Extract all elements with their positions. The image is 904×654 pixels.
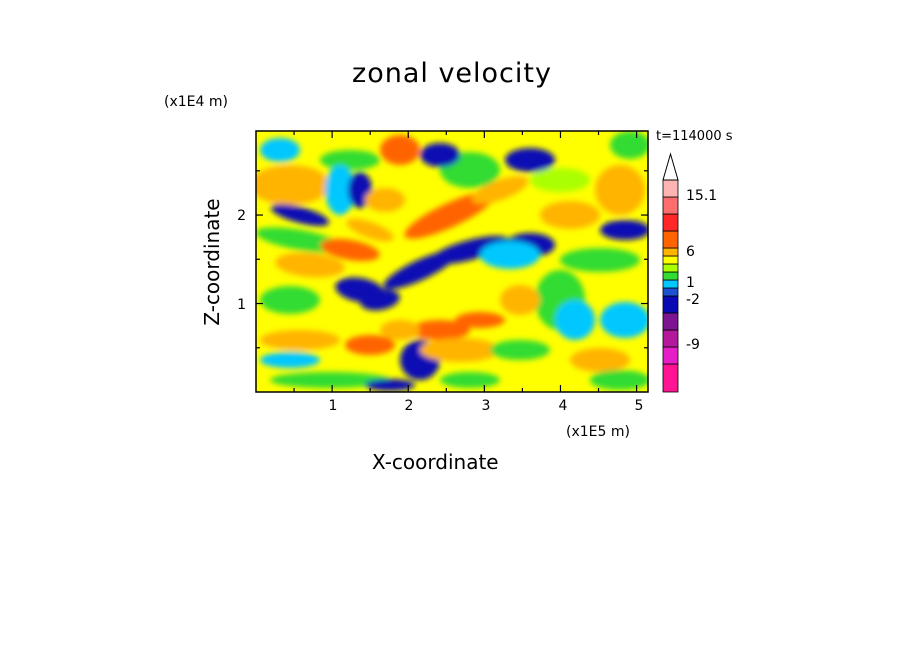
field-contour (560, 248, 640, 272)
field-contour (590, 370, 648, 390)
field-contour (260, 286, 320, 314)
field-contour (270, 372, 390, 388)
time-annotation: t=114000 s (656, 129, 733, 144)
x-tick-label: 5 (634, 398, 644, 414)
field-contour (380, 320, 420, 340)
field-contour (270, 204, 330, 226)
colorbar-segment (662, 279, 679, 289)
field-contour (260, 138, 300, 162)
field-contour (471, 176, 529, 204)
field-contour (600, 220, 648, 240)
colorbar-segment (662, 196, 679, 215)
field-contour (360, 289, 400, 311)
y-axis-label: Z-coordinate (200, 198, 224, 326)
field-contour (320, 238, 380, 262)
field-contour (404, 191, 496, 239)
field-contour (325, 165, 355, 215)
field-contour (260, 352, 320, 368)
field-contour (555, 300, 595, 340)
colorbar-segment (662, 329, 679, 348)
field-contour (420, 143, 460, 167)
y-tick-label: 1 (237, 297, 246, 313)
colorbar-segment (662, 255, 679, 265)
field-contour (570, 348, 630, 372)
field-contour (480, 241, 540, 269)
x-tick-label: 2 (404, 398, 414, 414)
x-axis-unit: (x1E5 m) (566, 424, 630, 440)
colorbar-label: 6 (686, 244, 695, 260)
colorbar-label: -2 (686, 292, 700, 308)
colorbar-segment (662, 263, 679, 273)
colorbar-label: -9 (686, 337, 700, 353)
field-contour (490, 340, 550, 360)
x-axis-label: X-coordinate (372, 450, 499, 474)
field-contour (365, 379, 415, 391)
field-contour (365, 188, 405, 212)
colorbar-segment (662, 346, 679, 365)
field-contour (420, 338, 500, 362)
colorbar-segment (662, 287, 679, 297)
field-contour (346, 218, 394, 242)
colorbar-segment (662, 363, 679, 393)
colorbar-segment (662, 295, 679, 314)
colorbar-label: 15.1 (686, 188, 718, 204)
chart-title: zonal velocity (352, 58, 552, 89)
field-contour (530, 168, 590, 192)
field-contour (320, 150, 380, 170)
x-tick-label: 1 (328, 398, 338, 414)
colorbar-segment (662, 271, 679, 281)
field-contour (500, 285, 540, 315)
x-tick-label: 4 (558, 398, 568, 414)
field-contour (600, 302, 648, 338)
y-axis-unit: (x1E4 m) (164, 94, 228, 110)
field-contour (260, 330, 340, 350)
field-contour (505, 148, 555, 172)
field-contour (610, 131, 648, 159)
colorbar-label: 1 (686, 275, 695, 291)
colorbar-segment (662, 230, 679, 249)
x-tick-label: 3 (481, 398, 491, 414)
y-tick-label: 2 (237, 208, 246, 224)
field-contour (256, 165, 330, 205)
field-contour (431, 235, 509, 265)
field-contour (410, 320, 470, 340)
plot-frame (255, 130, 649, 393)
field-contour (595, 165, 645, 215)
field-contour (455, 312, 505, 328)
colorbar-segment (662, 213, 679, 232)
colorbar-segment (662, 179, 679, 198)
field-contour (345, 335, 395, 355)
colorbar-extend-arrow (662, 152, 679, 181)
colorbar-segment (662, 312, 679, 331)
field-contour (380, 135, 420, 165)
colorbar-segment (662, 247, 679, 257)
field-contour (275, 252, 345, 278)
field-contour (440, 372, 500, 388)
field-contour (540, 201, 600, 229)
